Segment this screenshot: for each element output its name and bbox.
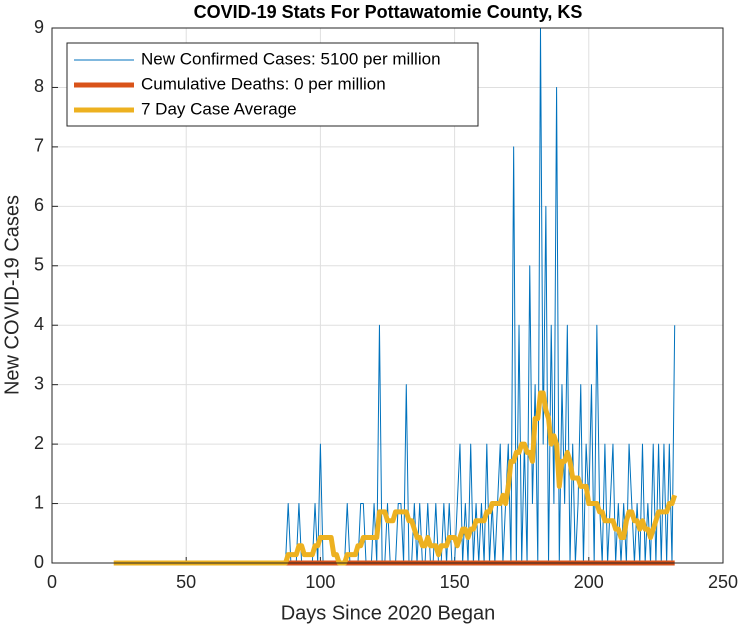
y-axis-label: New COVID-19 Cases	[1, 195, 23, 395]
x-tick-label: 250	[708, 572, 738, 592]
legend-box	[66, 42, 479, 127]
x-tick-label: 150	[440, 572, 470, 592]
x-tick-label: 50	[176, 572, 196, 592]
chart-title: COVID-19 Stats For Pottawatomie County, …	[194, 2, 583, 22]
y-tick-label: 7	[34, 136, 44, 156]
x-tick-label: 100	[305, 572, 335, 592]
legend-label: Cumulative Deaths: 0 per million	[141, 74, 386, 93]
y-tick-label: 1	[34, 492, 44, 512]
y-tick-label: 4	[34, 314, 44, 334]
y-tick-label: 5	[34, 255, 44, 275]
y-tick-label: 9	[34, 17, 44, 37]
x-tick-label: 200	[574, 572, 604, 592]
legend-label: New Confirmed Cases: 5100 per million	[141, 49, 441, 68]
axes-box	[51, 27, 724, 564]
y-tick-label: 0	[34, 552, 44, 572]
x-tick-label: 0	[47, 572, 57, 592]
x-axis-label: Days Since 2020 Began	[281, 602, 496, 624]
y-tick-label: 2	[34, 433, 44, 453]
y-tick-label: 8	[34, 76, 44, 96]
legend-label: 7 Day Case Average	[141, 99, 297, 118]
y-tick-label: 6	[34, 195, 44, 215]
y-tick-label: 3	[34, 373, 44, 393]
